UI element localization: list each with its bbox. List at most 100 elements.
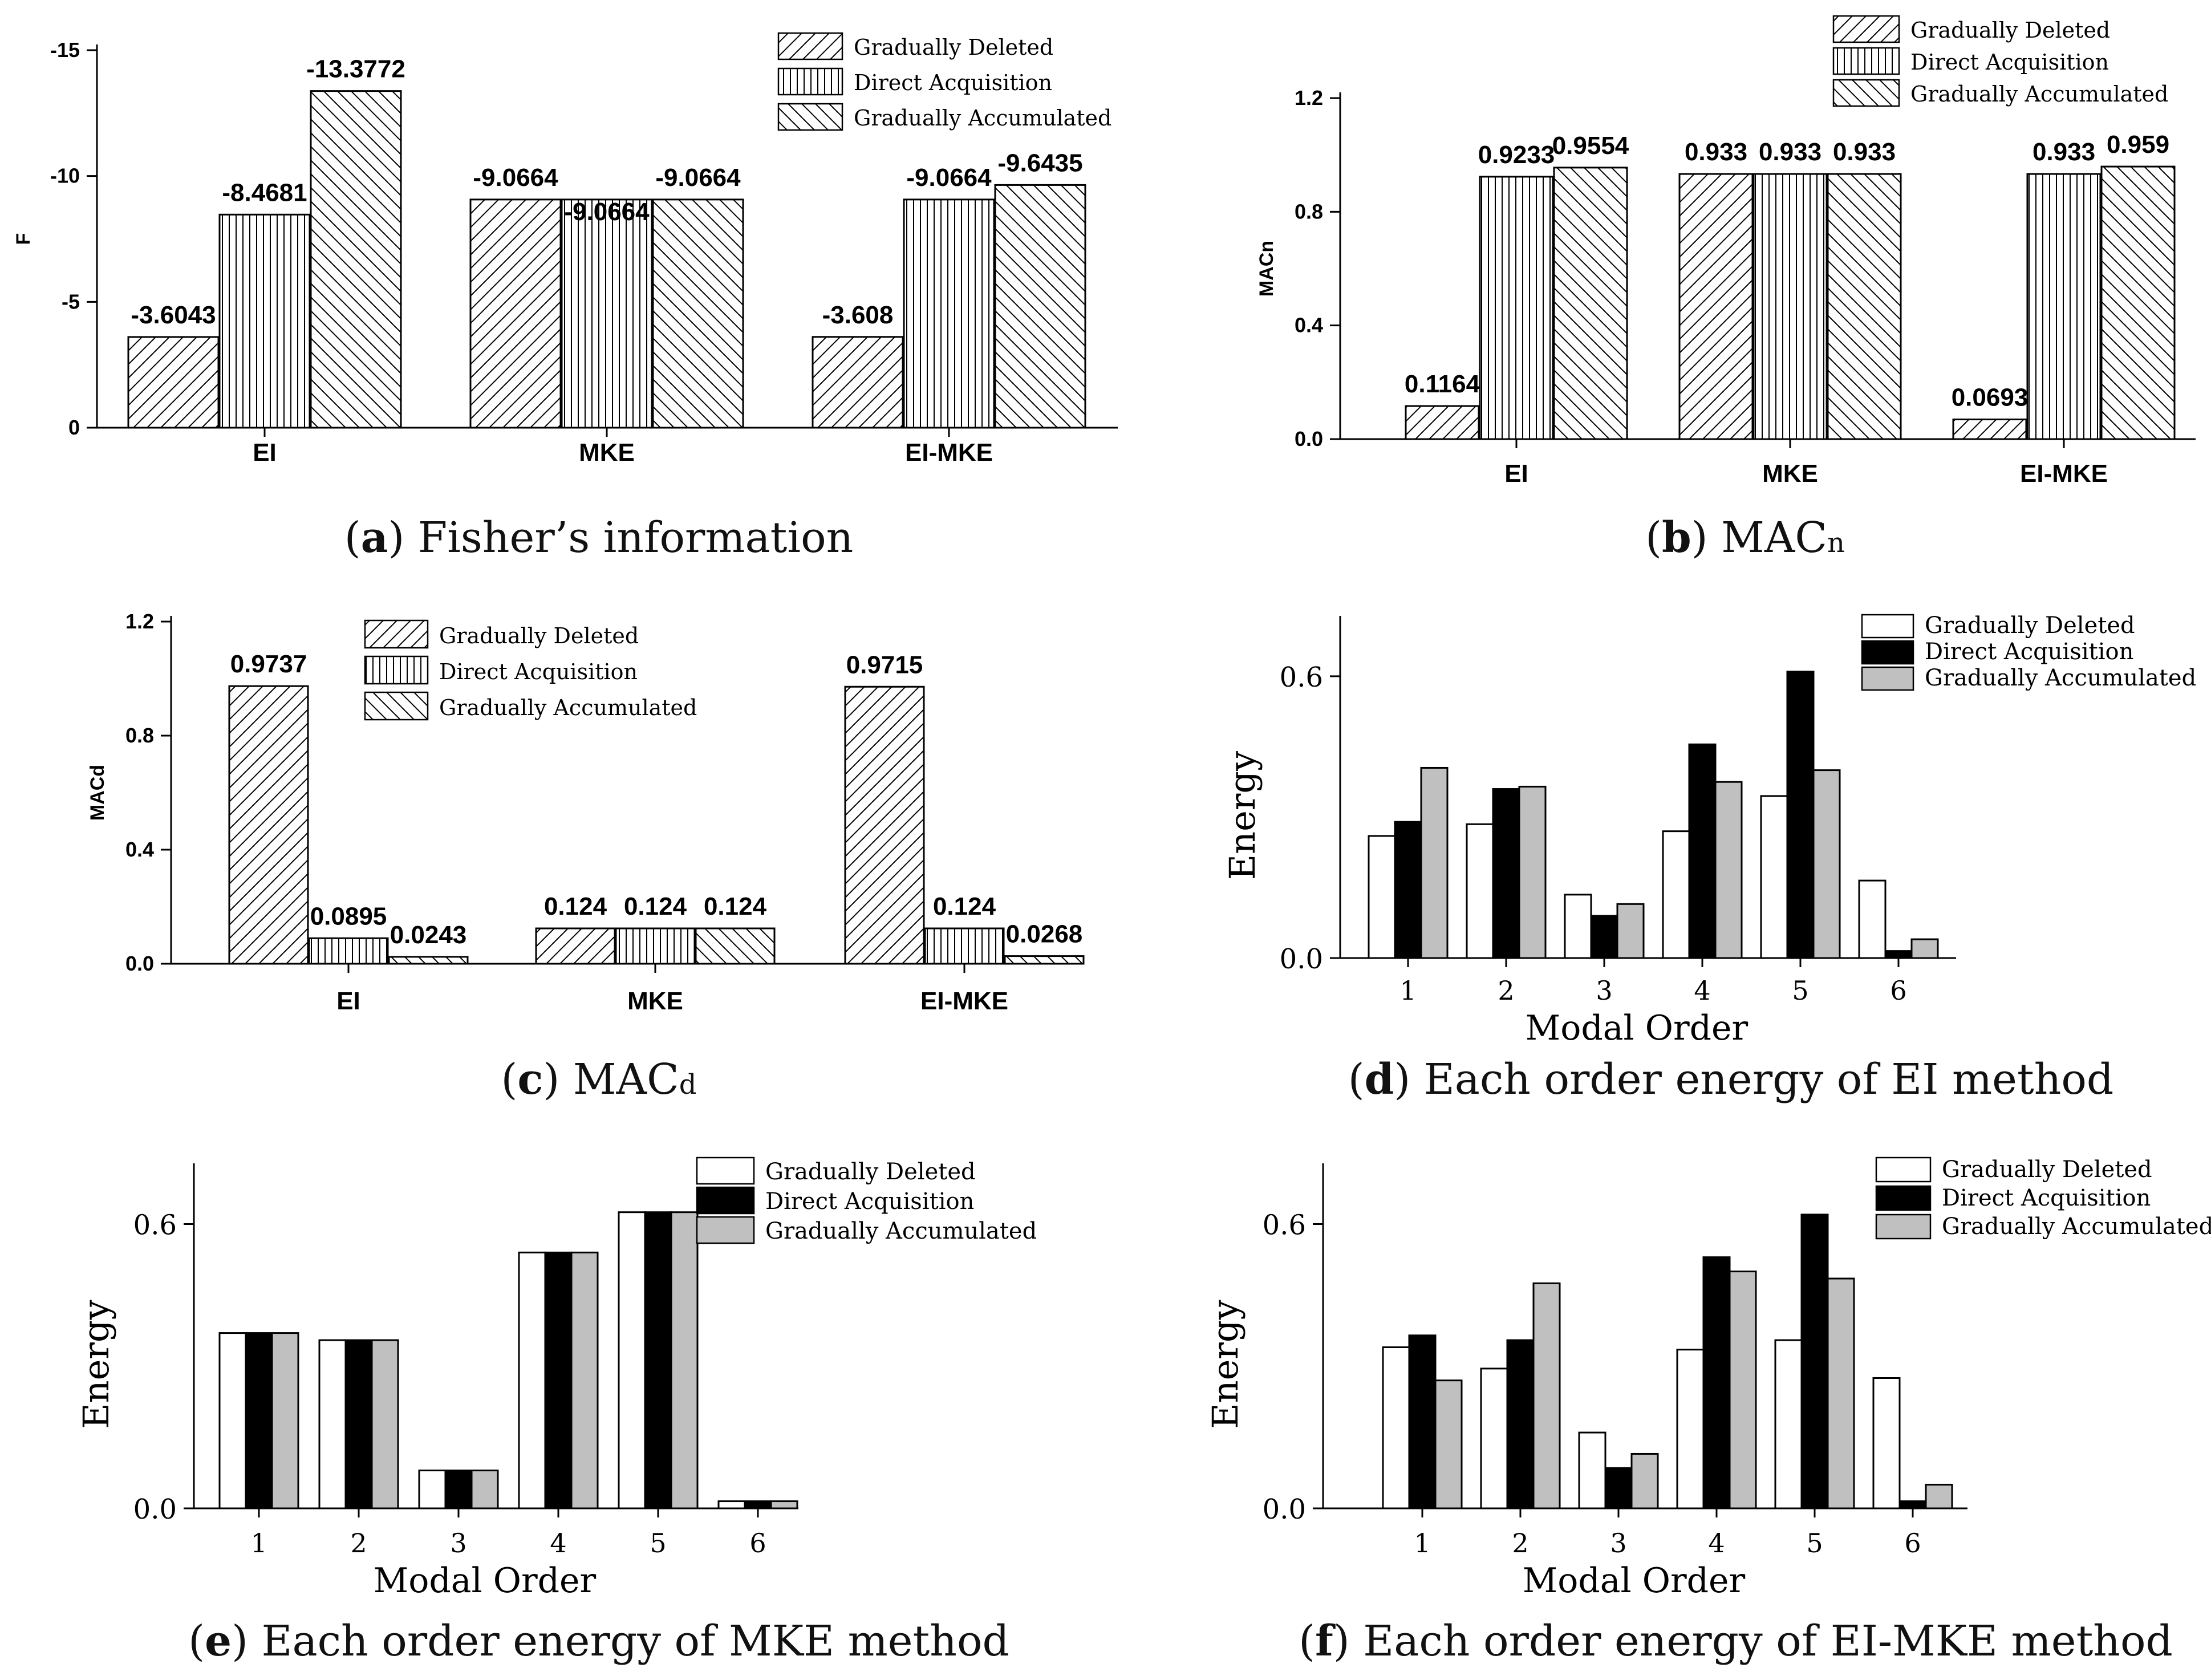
y-tick-label: 0.0 [1280,943,1323,975]
y-tick-label: -15 [50,38,80,62]
chart-panel-f: 0.0 0.6 Energy 1 2 3 4 5 6 Modal Order Gradually D… [1129,1146,2211,1620]
bar [371,1339,399,1509]
bar [228,685,309,965]
y-tick-label: 0.6 [1263,1209,1306,1241]
bar [218,213,311,429]
legend-label: Gradually Accumulated [765,1218,1037,1244]
y-tick-label: 0.8 [1295,200,1323,223]
x-tick-label: 6 [1904,1528,1921,1559]
bar [744,1500,772,1509]
legend-label: Gradually Deleted [854,35,1053,60]
bar [1898,1500,1927,1509]
data-label: 0.0693 [1952,383,2029,411]
legend-swatch [777,67,843,96]
bar [1518,785,1547,959]
data-label: -9.0664 [564,198,650,226]
x-tick-label: 5 [1806,1528,1823,1559]
bar [127,336,220,429]
legend-label: Direct Acquisition [1910,50,2109,75]
bar [1590,915,1618,959]
bar [1676,1349,1705,1509]
x-axis-label: Modal Order [374,1561,597,1601]
x-tick-label: 1 [250,1528,267,1559]
bar [469,198,562,429]
legend-swatch [696,1186,755,1215]
caption-e: (e) Each order energy of MKE method [188,1617,1009,1666]
bar [1004,955,1085,965]
x-tick-label: EI [253,439,277,466]
bar [1812,769,1841,959]
bar [1420,766,1449,959]
bar [388,956,469,965]
x-tick-label: 2 [1512,1528,1528,1559]
legend-swatch [696,1216,755,1244]
legend-label: Gradually Deleted [439,623,639,648]
data-label: 0.124 [704,892,767,920]
legend-label: Direct Acquisition [439,659,638,684]
bar [1616,903,1645,959]
x-tick-label: 5 [650,1528,666,1559]
bar [695,927,776,965]
caption-text: Each order energy of EI-MKE method [1349,1617,2173,1666]
data-label: 0.933 [2033,138,2095,166]
y-tick-label: 0.8 [125,724,154,747]
bar [717,1500,746,1509]
y-tick-label: 0 [68,416,80,439]
bar [2100,165,2176,440]
bar [418,1470,447,1509]
caption-letter: b [1661,513,1691,562]
bar [994,184,1086,429]
bar [1702,1256,1731,1509]
x-axis-label: Modal Order [1526,1008,1748,1048]
bar [1774,1339,1803,1509]
bar [308,937,389,965]
bar [1925,1483,1953,1509]
y-tick-label: 0.6 [1280,662,1323,693]
legend-swatch [1832,15,1900,43]
bar [1604,1467,1633,1509]
bar [470,1470,499,1509]
x-tick-label: 6 [1890,975,1906,1006]
caption-f: (f) Each order energy of EI-MKE method [1299,1617,2173,1666]
bar [903,198,995,429]
data-label: 0.124 [544,892,607,920]
chart-a-svg: 0 -5 -10 -15 F -3.6043 -9.0664 -3.608 -8.4681 -9.… [13,32,1118,466]
x-tick-label: EI [336,987,360,1015]
bar [1910,938,1939,959]
y-axis-label: MACd [87,765,108,821]
chart-d-svg: 0.0 0.6 Energy 1 2 3 4 5 6 Modal Order Gradually D… [1222,612,2196,1048]
bar [444,1470,473,1509]
caption-subscript: n [1827,527,1845,559]
caption-b: (b) MACn [1645,513,1845,562]
bar [1662,830,1690,959]
x-tick-label: 4 [550,1528,566,1559]
bar [1729,1271,1757,1509]
bar [1688,743,1717,959]
caption-a: (a) Fisher’s information [344,513,854,562]
bar [1480,1367,1508,1509]
data-label: 0.124 [624,892,687,920]
legend-label: Gradually Accumulated [1910,82,2168,107]
x-tick-label: 4 [1708,1528,1725,1559]
y-axis-label: MACn [1256,241,1277,297]
bar [1630,1452,1659,1509]
data-label: -9.0664 [473,164,558,192]
x-tick-label: 2 [1498,975,1514,1006]
caption-text: MAC [559,1055,679,1104]
bar [1752,173,1828,440]
legend-label: Gradually Accumulated [439,695,697,720]
caption-letter: c [517,1055,543,1104]
bar [271,1332,299,1509]
legend-swatch [364,691,429,721]
x-tick-label: MKE [1762,460,1818,488]
data-label: -3.6043 [131,301,216,329]
x-tick-label: EI-MKE [920,987,1008,1015]
chart-e-svg: 0.0 0.6 Energy 1 2 3 4 5 6 Modal Order Gradually D… [75,1156,1037,1601]
caption-text: Each order energy of MKE method [248,1617,1009,1666]
legend-swatch [777,103,843,131]
legend-label: Gradually Accumulated [1942,1214,2211,1240]
x-tick-label: EI [1504,460,1528,488]
x-tick-label: 3 [1610,1528,1626,1559]
bar [535,927,616,965]
bar [1506,1339,1535,1509]
